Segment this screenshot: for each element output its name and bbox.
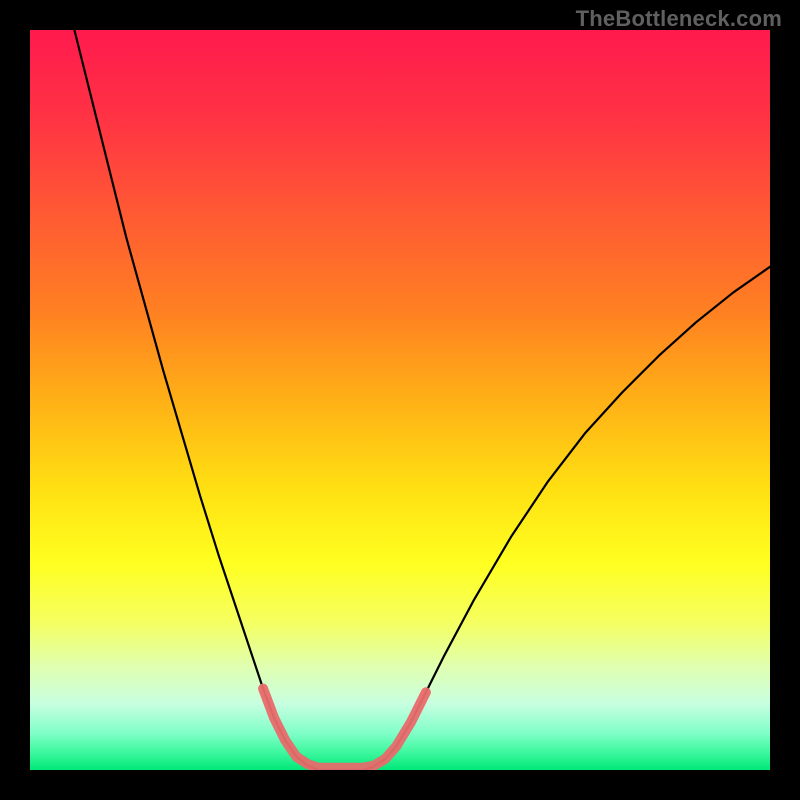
chart-container: [30, 30, 770, 770]
bottleneck-chart: [30, 30, 770, 770]
chart-background: [30, 30, 770, 770]
watermark-text: TheBottleneck.com: [576, 6, 782, 32]
